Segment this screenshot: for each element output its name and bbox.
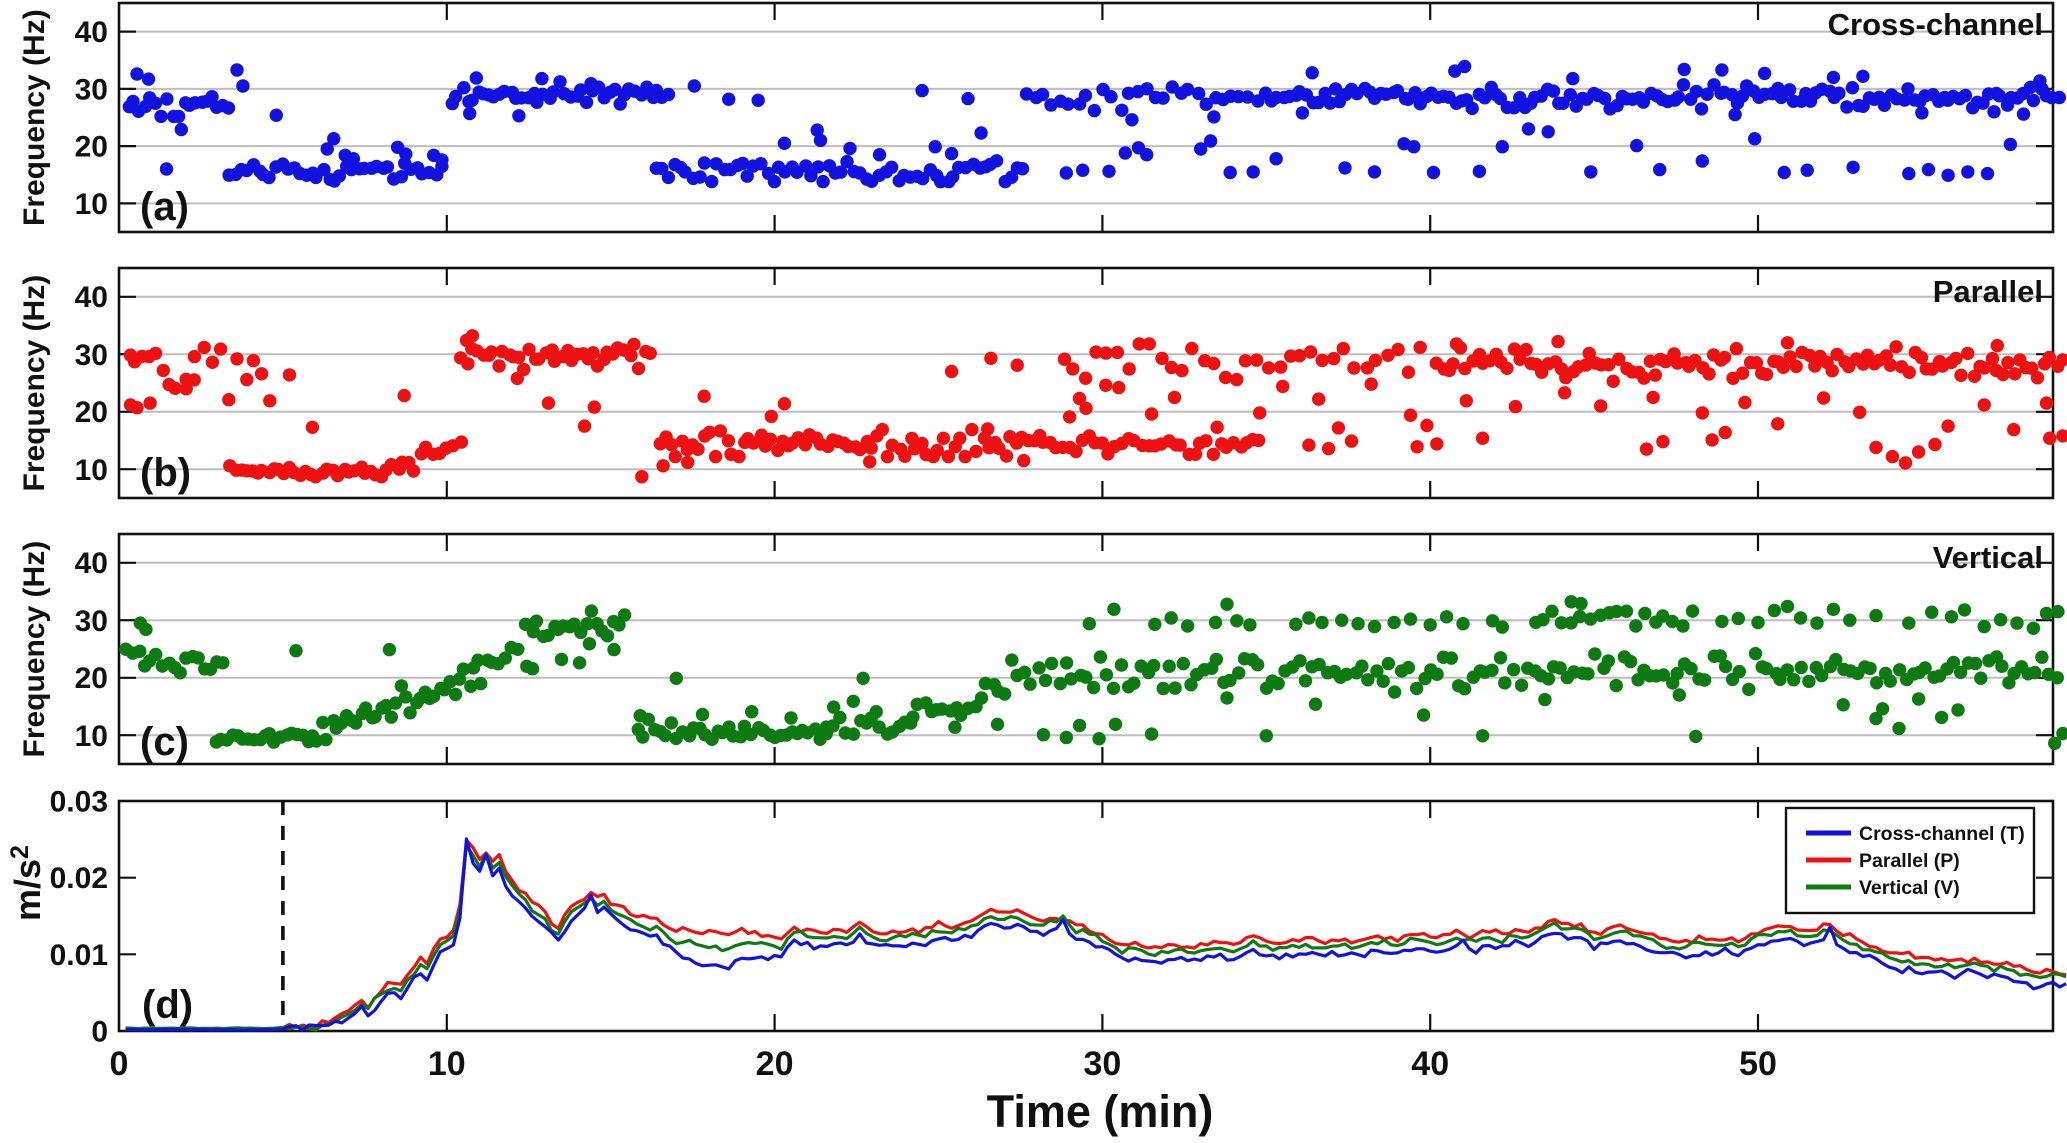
svg-text:Vertical: Vertical — [1933, 540, 2043, 575]
svg-text:Vertical (V): Vertical (V) — [1859, 877, 1960, 899]
svg-text:Parallel: Parallel — [1933, 274, 2043, 309]
svg-text:0.03: 0.03 — [50, 786, 108, 819]
svg-text:20: 20 — [75, 662, 108, 695]
svg-text:Time (min): Time (min) — [987, 1086, 1214, 1137]
svg-text:(a): (a) — [140, 185, 189, 229]
svg-text:40: 40 — [1411, 1045, 1449, 1083]
svg-text:10: 10 — [75, 454, 108, 487]
svg-text:0.01: 0.01 — [50, 939, 108, 972]
svg-text:30: 30 — [75, 605, 108, 638]
svg-text:(b): (b) — [140, 451, 191, 495]
svg-text:10: 10 — [75, 188, 108, 221]
svg-text:Frequency (Hz): Frequency (Hz) — [18, 541, 51, 758]
svg-text:0.02: 0.02 — [50, 862, 108, 895]
svg-text:30: 30 — [75, 73, 108, 106]
svg-text:20: 20 — [756, 1045, 794, 1083]
svg-text:40: 40 — [75, 281, 108, 314]
svg-text:Parallel (P): Parallel (P) — [1859, 850, 1960, 872]
svg-text:0: 0 — [91, 1016, 108, 1049]
svg-text:10: 10 — [75, 720, 108, 753]
svg-text:Cross-channel (T): Cross-channel (T) — [1859, 823, 2025, 845]
svg-text:Frequency (Hz): Frequency (Hz) — [18, 9, 51, 226]
svg-text:30: 30 — [1083, 1045, 1121, 1083]
svg-text:10: 10 — [428, 1045, 466, 1083]
svg-text:50: 50 — [1739, 1045, 1777, 1083]
svg-text:(c): (c) — [140, 720, 189, 764]
svg-text:Frequency (Hz): Frequency (Hz) — [18, 275, 51, 492]
svg-text:Cross-channel: Cross-channel — [1828, 7, 2043, 42]
svg-text:40: 40 — [75, 16, 108, 49]
svg-text:20: 20 — [75, 396, 108, 429]
svg-text:0: 0 — [110, 1045, 129, 1083]
svg-text:40: 40 — [75, 547, 108, 580]
svg-text:30: 30 — [75, 339, 108, 372]
svg-text:20: 20 — [75, 131, 108, 164]
svg-text:(d): (d) — [142, 983, 193, 1027]
